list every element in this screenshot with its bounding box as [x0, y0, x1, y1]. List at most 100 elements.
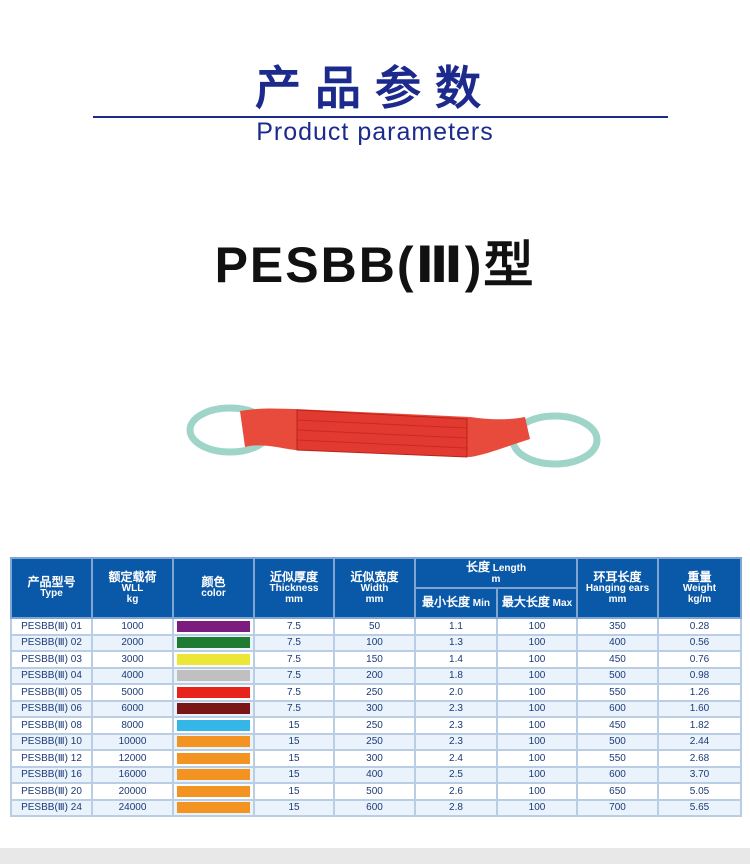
table-row: PESBB(Ⅲ) 10 10000 15 250 2.3 100 500 2.44 [10, 732, 742, 751]
table-row: PESBB(Ⅲ) 16 16000 15 400 2.5 100 600 3.70 [10, 765, 742, 784]
table-cell: 600 [576, 765, 659, 784]
table-cell: 5.05 [657, 782, 742, 801]
table-cell: 15 [253, 732, 335, 751]
table-cell: 1.8 [414, 666, 498, 685]
header-max: 最大长度 Max [496, 587, 578, 619]
color-swatch-cell [172, 683, 255, 702]
table-cell: 450 [576, 716, 659, 735]
table-cell: 1.82 [657, 716, 742, 735]
table-cell: 300 [333, 749, 416, 768]
table-cell: 2.5 [414, 765, 498, 784]
table-cell: 650 [576, 782, 659, 801]
header-width: 近似宽度 Width mm [333, 557, 416, 619]
table-row: PESBB(Ⅲ) 02 2000 7.5 100 1.3 100 400 0.56 [10, 633, 742, 652]
table-cell: 100 [496, 683, 578, 702]
color-swatch [177, 736, 250, 748]
table-cell: 200 [333, 666, 416, 685]
color-swatch [177, 703, 250, 715]
color-swatch [177, 802, 250, 814]
table-cell: 15 [253, 782, 335, 801]
table-cell: 12000 [91, 749, 174, 768]
table-cell: 500 [576, 732, 659, 751]
color-swatch [177, 686, 250, 698]
table-cell: 16000 [91, 765, 174, 784]
color-swatch [177, 653, 250, 665]
table-cell: 2.6 [414, 782, 498, 801]
table-cell: 2.3 [414, 732, 498, 751]
table-cell: 15 [253, 798, 335, 817]
table-cell: 2.4 [414, 749, 498, 768]
table-cell: 3000 [91, 650, 174, 669]
table-row: PESBB(Ⅲ) 08 8000 15 250 2.3 100 450 1.82 [10, 716, 742, 735]
header-thickness: 近似厚度 Thickness mm [253, 557, 335, 619]
table-row: PESBB(Ⅲ) 04 4000 7.5 200 1.8 100 500 0.98 [10, 666, 742, 685]
table-cell: 450 [576, 650, 659, 669]
table-cell: PESBB(Ⅲ) 10 [10, 732, 93, 751]
table-cell: 7.5 [253, 666, 335, 685]
header-ears: 环耳长度 Hanging ears mm [576, 557, 659, 619]
color-swatch [177, 719, 250, 731]
table-cell: 15 [253, 716, 335, 735]
header-weight: 重量 Weight kg/m [657, 557, 742, 619]
color-swatch-cell [172, 716, 255, 735]
table-cell: 1.4 [414, 650, 498, 669]
table-cell: PESBB(Ⅲ) 12 [10, 749, 93, 768]
table-cell: 150 [333, 650, 416, 669]
table-cell: 2.0 [414, 683, 498, 702]
table-cell: 100 [496, 633, 578, 652]
table-cell: 1000 [91, 617, 174, 636]
header-min: 最小长度 Min [414, 587, 498, 619]
color-swatch-cell [172, 650, 255, 669]
table-cell: 2.3 [414, 699, 498, 718]
table-cell: PESBB(Ⅲ) 02 [10, 633, 93, 652]
color-swatch [177, 637, 250, 649]
table-cell: 5.65 [657, 798, 742, 817]
table-row: PESBB(Ⅲ) 01 1000 7.5 50 1.1 100 350 0.28 [10, 617, 742, 636]
color-swatch-cell [172, 782, 255, 801]
header-length: 长度 Length m [414, 557, 578, 589]
table-cell: 5000 [91, 683, 174, 702]
table-cell: 250 [333, 683, 416, 702]
table-cell: PESBB(Ⅲ) 16 [10, 765, 93, 784]
table-cell: 550 [576, 749, 659, 768]
table-cell: 2.44 [657, 732, 742, 751]
table-cell: 100 [496, 765, 578, 784]
table-cell: 100 [496, 749, 578, 768]
table-cell: 600 [333, 798, 416, 817]
table-row: PESBB(Ⅲ) 20 20000 15 500 2.6 100 650 5.05 [10, 782, 742, 801]
color-swatch-cell [172, 633, 255, 652]
table-cell: 15 [253, 765, 335, 784]
table-cell: 600 [576, 699, 659, 718]
table-row: PESBB(Ⅲ) 03 3000 7.5 150 1.4 100 450 0.76 [10, 650, 742, 669]
table-cell: PESBB(Ⅲ) 04 [10, 666, 93, 685]
table-cell: 0.76 [657, 650, 742, 669]
table-row: PESBB(Ⅲ) 06 6000 7.5 300 2.3 100 600 1.60 [10, 699, 742, 718]
table-cell: 100 [333, 633, 416, 652]
table-cell: 1.3 [414, 633, 498, 652]
table-cell: 250 [333, 732, 416, 751]
table-cell: 300 [333, 699, 416, 718]
table-cell: 400 [333, 765, 416, 784]
table-cell: PESBB(Ⅲ) 24 [10, 798, 93, 817]
table-cell: 2.8 [414, 798, 498, 817]
table-cell: PESBB(Ⅲ) 05 [10, 683, 93, 702]
table-cell: 0.98 [657, 666, 742, 685]
table-cell: 100 [496, 699, 578, 718]
table-cell: 1.26 [657, 683, 742, 702]
color-swatch-cell [172, 798, 255, 817]
table-cell: PESBB(Ⅲ) 20 [10, 782, 93, 801]
table-cell: 4000 [91, 666, 174, 685]
table-cell: 1.60 [657, 699, 742, 718]
table-cell: 50 [333, 617, 416, 636]
table-row: PESBB(Ⅲ) 12 12000 15 300 2.4 100 550 2.68 [10, 749, 742, 768]
table-cell: 24000 [91, 798, 174, 817]
table-row: PESBB(Ⅲ) 24 24000 15 600 2.8 100 700 5.65 [10, 798, 742, 817]
table-cell: 20000 [91, 782, 174, 801]
divider [93, 116, 668, 118]
table-cell: 1.1 [414, 617, 498, 636]
table-cell: PESBB(Ⅲ) 03 [10, 650, 93, 669]
table-cell: 100 [496, 617, 578, 636]
color-swatch [177, 769, 250, 781]
table-cell: PESBB(Ⅲ) 08 [10, 716, 93, 735]
color-swatch-cell [172, 699, 255, 718]
